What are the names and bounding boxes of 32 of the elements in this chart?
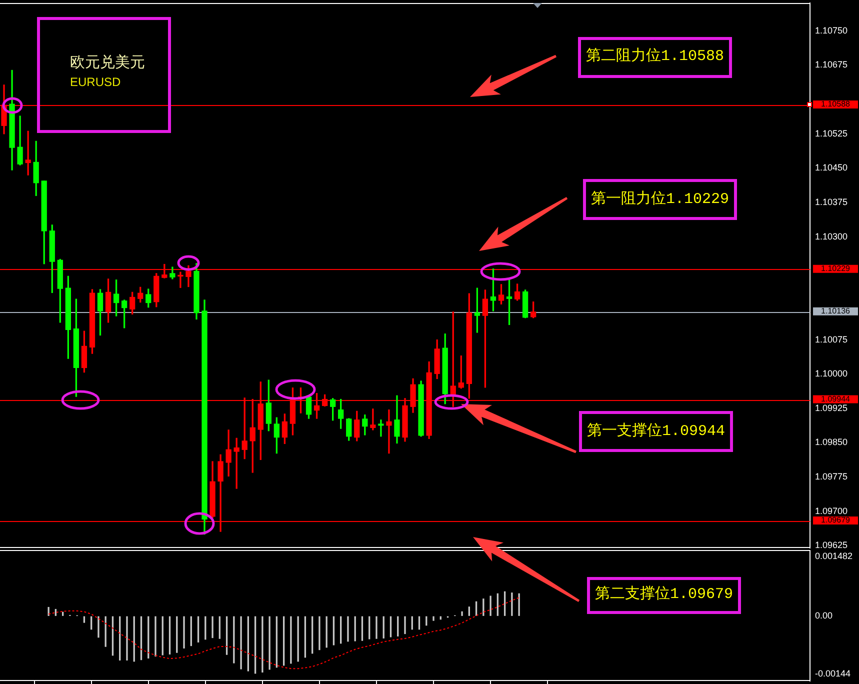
ref-line-label: 1.09944 — [821, 394, 851, 404]
y-tick-label: 1.09925 — [815, 402, 848, 413]
y-tick-label: 1.09775 — [815, 472, 848, 482]
y-tick-label: 1.10075 — [815, 334, 848, 344]
ref-line-label: 1.10229 — [821, 264, 851, 274]
ref-line-label: 1.10588 — [821, 100, 851, 109]
text: 欧元兑美元 — [70, 52, 145, 72]
y-tick-label: 1.10675 — [815, 60, 848, 70]
y-tick-label: -0.00144 — [815, 668, 851, 678]
y-tick-label: 1.10750 — [815, 25, 848, 36]
ref-line-label: 1.10136 — [821, 306, 851, 316]
ref-line-label: 1.09679 — [821, 516, 851, 525]
y-tick-label: 1.10375 — [815, 196, 848, 207]
y-tick-label: 1.09700 — [815, 506, 848, 516]
y-tick-label: 1.10300 — [815, 231, 848, 242]
line-series — [48, 597, 520, 670]
y-tick-label: 1.09625 — [815, 540, 848, 550]
annotation: 第二阻力位1.10588 — [586, 47, 724, 67]
y-tick-label: 0.001482 — [815, 551, 853, 562]
candlestick — [378, 420, 384, 437]
annotation: 第二支撑位1.09679 — [595, 585, 734, 605]
y-tick-label: 0.00 — [815, 610, 833, 621]
candlestick — [25, 130, 31, 176]
text: EURUSD — [70, 74, 121, 91]
candlestick — [386, 409, 392, 454]
y-tick-label: 1.10450 — [815, 162, 848, 173]
annotation: 第一阻力位1.10229 — [591, 190, 730, 210]
y-tick-label: 1.10000 — [815, 368, 848, 379]
y-tick-label: 1.09850 — [815, 437, 848, 448]
candlestick — [370, 408, 376, 430]
y-tick-label: 1.10525 — [815, 128, 848, 138]
annotation: 第一支撑位1.09944 — [587, 422, 726, 442]
